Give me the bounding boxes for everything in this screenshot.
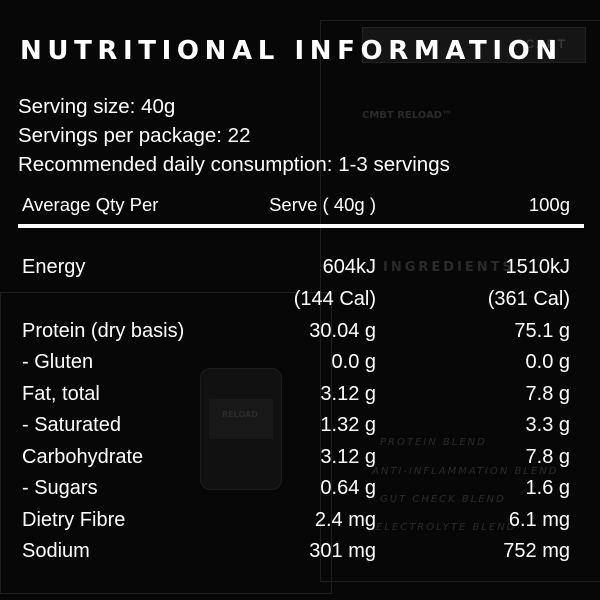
table-row: Protein (dry basis) 30.04 g 75.1 g: [0, 320, 600, 352]
ghost-description-panel: [320, 20, 600, 582]
table-row: Energy 604kJ 1510kJ: [0, 256, 600, 288]
row-label: Protein (dry basis): [22, 320, 185, 342]
ghost-blend-4: ELECTROLYTE BLEND: [376, 522, 517, 533]
row-per100-value: 1510kJ: [505, 256, 571, 278]
servings-per-package: Servings per package: 22: [18, 124, 251, 147]
row-label: - Saturated: [22, 414, 121, 436]
row-serve-value: 0.0 g: [331, 351, 376, 373]
header-average-qty: Average Qty Per: [22, 194, 159, 215]
row-serve-value: 1.32 g: [320, 414, 376, 436]
row-label: Sodium: [22, 540, 90, 562]
row-label: Fat, total: [22, 383, 100, 405]
row-label: - Sugars: [22, 477, 98, 499]
row-per100-value: 7.8 g: [525, 383, 570, 405]
row-label: Energy: [22, 256, 86, 278]
ghost-product-label: RELOAD: [222, 410, 258, 419]
page-title: NUTRITIONAL INFORMATION: [20, 36, 563, 66]
ghost-brand-text: CMBT RELOAD™: [362, 110, 453, 121]
row-serve-value: 301 mg: [309, 540, 376, 562]
header-per-100g: 100g: [528, 194, 570, 215]
row-per100-value: 3.3 g: [525, 414, 570, 436]
table-row: Dietry Fibre 2.4 mg 6.1 mg: [0, 509, 600, 541]
row-per100-value: 6.1 mg: [508, 509, 570, 531]
row-per100-value: 752 mg: [503, 540, 570, 562]
row-per100-value: 75.1 g: [514, 320, 570, 342]
row-serve-value: 30.04 g: [309, 320, 376, 342]
ghost-product-panel: [0, 292, 332, 594]
row-serve-value: (144 Cal): [293, 288, 376, 310]
row-per100-value: 1.6 g: [525, 477, 570, 499]
row-serve-value: 3.12 g: [320, 383, 376, 405]
ghost-blend-2: ANTI-INFLAMMATION BLEND: [372, 466, 559, 477]
ghost-blend-3: GUT CHECK BLEND: [380, 494, 506, 505]
ghost-cart-button: CART: [362, 27, 586, 63]
serving-size: Serving size: 40g: [18, 95, 176, 118]
table-row: Fat, total 3.12 g 7.8 g: [0, 383, 600, 415]
ghost-blend-1: PROTEIN BLEND: [380, 437, 487, 448]
row-label: Dietry Fibre: [22, 509, 126, 531]
row-serve-value: 2.4 mg: [314, 509, 376, 531]
table-row: Sodium 301 mg 752 mg: [0, 540, 600, 572]
header-divider: [18, 224, 584, 228]
table-row: - Saturated 1.32 g 3.3 g: [0, 414, 600, 446]
row-per100-value: 7.8 g: [525, 446, 570, 468]
row-per100-value: (361 Cal): [487, 288, 570, 310]
table-row: - Gluten 0.0 g 0.0 g: [0, 351, 600, 383]
row-per100-value: 0.0 g: [525, 351, 570, 373]
row-serve-value: 0.64 g: [320, 477, 376, 499]
row-label: - Gluten: [22, 351, 94, 373]
recommended-consumption: Recommended daily consumption: 1-3 servi…: [18, 153, 450, 176]
table-row: - Sugars 0.64 g 1.6 g: [0, 477, 600, 509]
row-label: Carbohydrate: [22, 446, 144, 468]
table-row: Carbohydrate 3.12 g 7.8 g: [0, 446, 600, 478]
ghost-product-image: [200, 368, 282, 490]
row-serve-value: 604kJ: [322, 256, 376, 278]
ghost-ingredients-heading: INGREDIENTS: [383, 260, 515, 275]
row-serve-value: 3.12 g: [320, 446, 376, 468]
table-row: (144 Cal) (361 Cal): [0, 288, 600, 320]
header-per-serve: Serve ( 40g ): [269, 194, 376, 215]
